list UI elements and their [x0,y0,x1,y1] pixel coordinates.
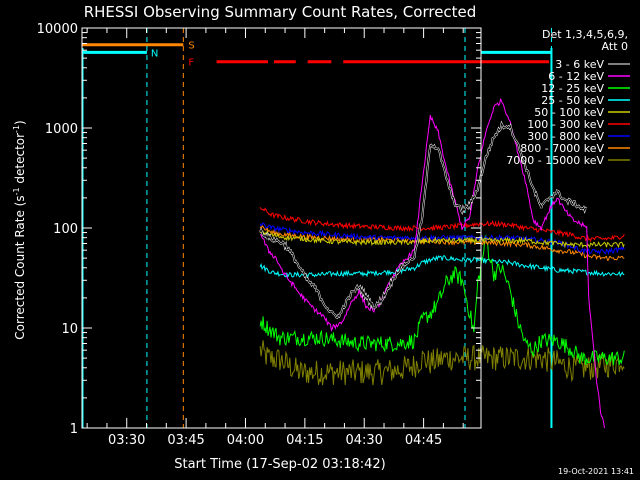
series-line-9 [259,340,625,386]
night-flag-label: N [151,48,158,59]
x-tick-label: 03:45 [167,433,204,448]
legend-label: 25 - 50 keV [541,94,604,107]
x-tick-label: 03:30 [108,433,145,448]
y-tick-label: 1000 [45,122,78,137]
series-line-4 [259,254,625,279]
legend-label: 800 - 7000 keV [520,142,604,155]
legend-label: 3 - 6 keV [555,58,604,71]
legend-label: 7000 - 15000 keV [506,154,604,167]
series-line-1-core [259,122,587,319]
plot-area: S N F [82,28,625,429]
y-tick-label: 10000 [37,22,78,37]
legend-label: 100 - 300 keV [527,118,604,131]
y-tick-label: 10 [61,322,78,337]
y-tick-label: 1 [70,422,78,437]
axes: 1 10 100 1000 10000 03:30 03:45 04:00 04:15 04:30… [37,22,481,448]
series-line-7 [259,222,625,256]
x-tick-label: 04:45 [405,433,442,448]
y-tick-label: 100 [53,222,78,237]
legend-header-line1: Det 1,3,4,5,6,9, [542,28,628,41]
series-line-6 [259,206,625,243]
x-tick-label: 04:00 [227,433,264,448]
y-axis-label: Corrected Count Rate (s-1 detector-1) [12,120,27,339]
flare-flag-label: F [188,58,194,69]
chart-title: RHESSI Observing Summary Count Rates, Co… [84,3,477,21]
series-line-3 [259,234,625,366]
series-line-5 [259,229,625,249]
legend-label: 300 - 800 keV [527,130,604,143]
series-line-2 [260,98,605,429]
footer-date: 19-Oct-2021 13:41 [558,467,634,476]
x-axis-label: Start Time (17-Sep-02 03:18:42) [174,457,385,472]
x-tick-label: 04:15 [286,433,323,448]
legend-label: 50 - 100 keV [534,106,604,119]
x-tick-label: 04:30 [345,433,382,448]
legend-header-line2: Att 0 [602,40,628,53]
legend-label: 6 - 12 keV [548,70,604,83]
saa-flag-label: S [188,41,194,52]
legend-label: 12 - 25 keV [541,82,604,95]
